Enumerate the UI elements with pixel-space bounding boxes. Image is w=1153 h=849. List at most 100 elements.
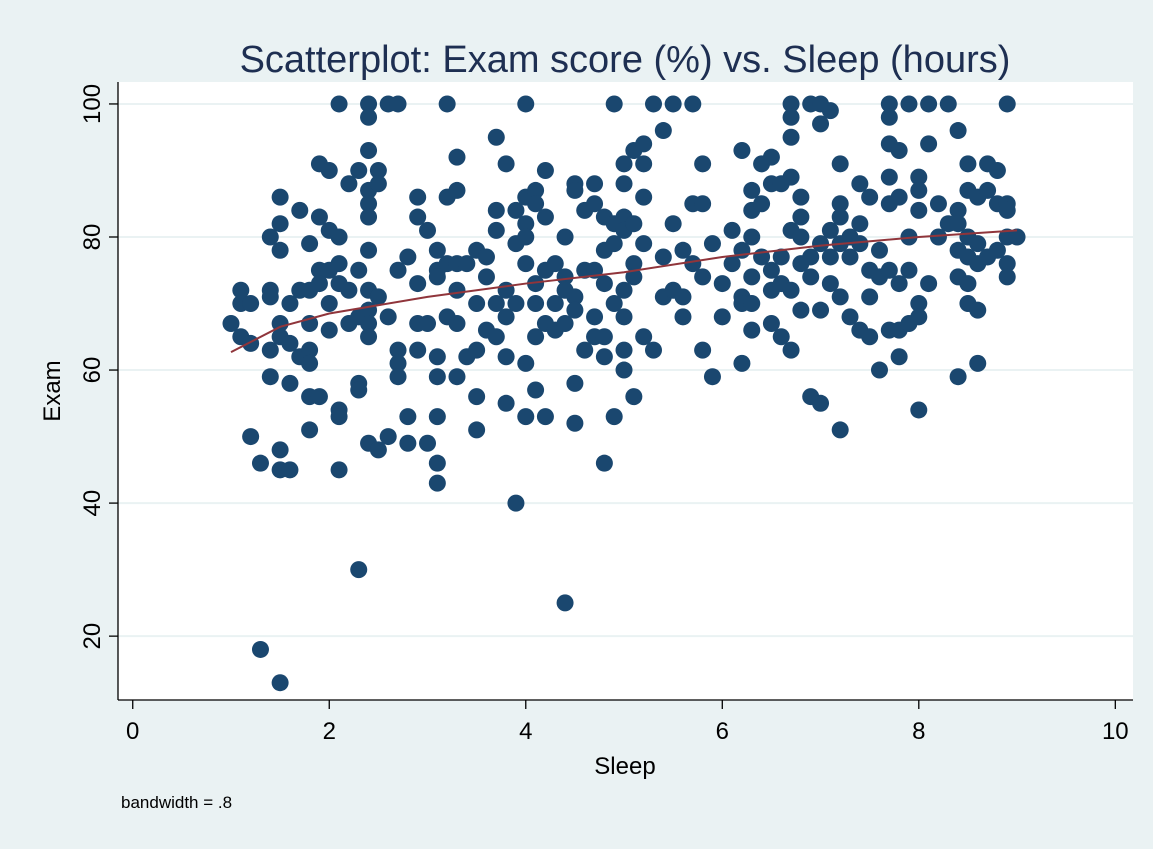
- point: [507, 201, 525, 219]
- point: [831, 195, 849, 213]
- point: [497, 348, 515, 366]
- point: [389, 95, 407, 113]
- point: [360, 208, 378, 226]
- point: [310, 388, 328, 406]
- point: [487, 128, 505, 146]
- point: [605, 95, 623, 113]
- point: [291, 201, 309, 219]
- point: [900, 95, 918, 113]
- point: [517, 95, 535, 113]
- y-tick-label: 60: [79, 357, 106, 384]
- point: [409, 275, 427, 293]
- y-tick-label: 80: [79, 224, 106, 251]
- point: [507, 494, 525, 512]
- point: [821, 102, 839, 120]
- point: [301, 235, 319, 253]
- point: [497, 394, 515, 412]
- point: [487, 295, 505, 313]
- point: [281, 374, 299, 392]
- point: [556, 268, 574, 286]
- point: [929, 195, 947, 213]
- point: [910, 308, 928, 326]
- point: [389, 341, 407, 359]
- point: [556, 228, 574, 246]
- point: [959, 155, 977, 173]
- point: [497, 155, 515, 173]
- point: [890, 275, 908, 293]
- point: [360, 95, 378, 113]
- point: [261, 228, 279, 246]
- point: [399, 408, 417, 426]
- point: [310, 275, 328, 293]
- point: [880, 108, 898, 126]
- point: [566, 288, 584, 306]
- point: [831, 155, 849, 173]
- plot-area: [118, 82, 1133, 700]
- point: [664, 95, 682, 113]
- point: [281, 334, 299, 352]
- point: [625, 268, 643, 286]
- point: [301, 354, 319, 372]
- point: [576, 341, 594, 359]
- point: [615, 361, 633, 379]
- point: [271, 188, 289, 206]
- point: [821, 275, 839, 293]
- point: [851, 235, 869, 253]
- point: [861, 288, 879, 306]
- y-axis-label: Exam: [39, 360, 66, 421]
- note: bandwidth = .8: [121, 793, 232, 812]
- point: [635, 155, 653, 173]
- point: [251, 640, 269, 658]
- point: [419, 434, 437, 452]
- point: [271, 215, 289, 233]
- point: [527, 195, 545, 213]
- point: [772, 328, 790, 346]
- point: [330, 461, 348, 479]
- point: [615, 308, 633, 326]
- point: [782, 95, 800, 113]
- point: [487, 328, 505, 346]
- point: [743, 295, 761, 313]
- point: [271, 314, 289, 332]
- point: [605, 408, 623, 426]
- point: [1008, 228, 1026, 246]
- scatter-series: [222, 95, 1026, 692]
- point: [841, 308, 859, 326]
- point: [831, 421, 849, 439]
- point: [694, 268, 712, 286]
- point: [782, 128, 800, 146]
- point: [468, 341, 486, 359]
- point: [389, 354, 407, 372]
- point: [615, 341, 633, 359]
- x-tick-label: 0: [126, 718, 139, 745]
- point: [586, 175, 604, 193]
- point: [379, 428, 397, 446]
- point: [635, 188, 653, 206]
- point: [910, 181, 928, 199]
- lowess-line: [230, 229, 1018, 353]
- point: [949, 368, 967, 386]
- point: [517, 228, 535, 246]
- point: [998, 268, 1016, 286]
- point: [605, 295, 623, 313]
- point: [703, 235, 721, 253]
- point: [792, 301, 810, 319]
- point: [419, 221, 437, 239]
- point: [281, 461, 299, 479]
- point: [998, 255, 1016, 273]
- point: [949, 122, 967, 140]
- point: [527, 381, 545, 399]
- point: [929, 228, 947, 246]
- point: [792, 228, 810, 246]
- point: [330, 408, 348, 426]
- point: [635, 328, 653, 346]
- point: [821, 248, 839, 266]
- point: [517, 255, 535, 273]
- point: [959, 275, 977, 293]
- point: [477, 268, 495, 286]
- point: [330, 255, 348, 273]
- point: [969, 235, 987, 253]
- point: [831, 288, 849, 306]
- point: [743, 268, 761, 286]
- point: [625, 255, 643, 273]
